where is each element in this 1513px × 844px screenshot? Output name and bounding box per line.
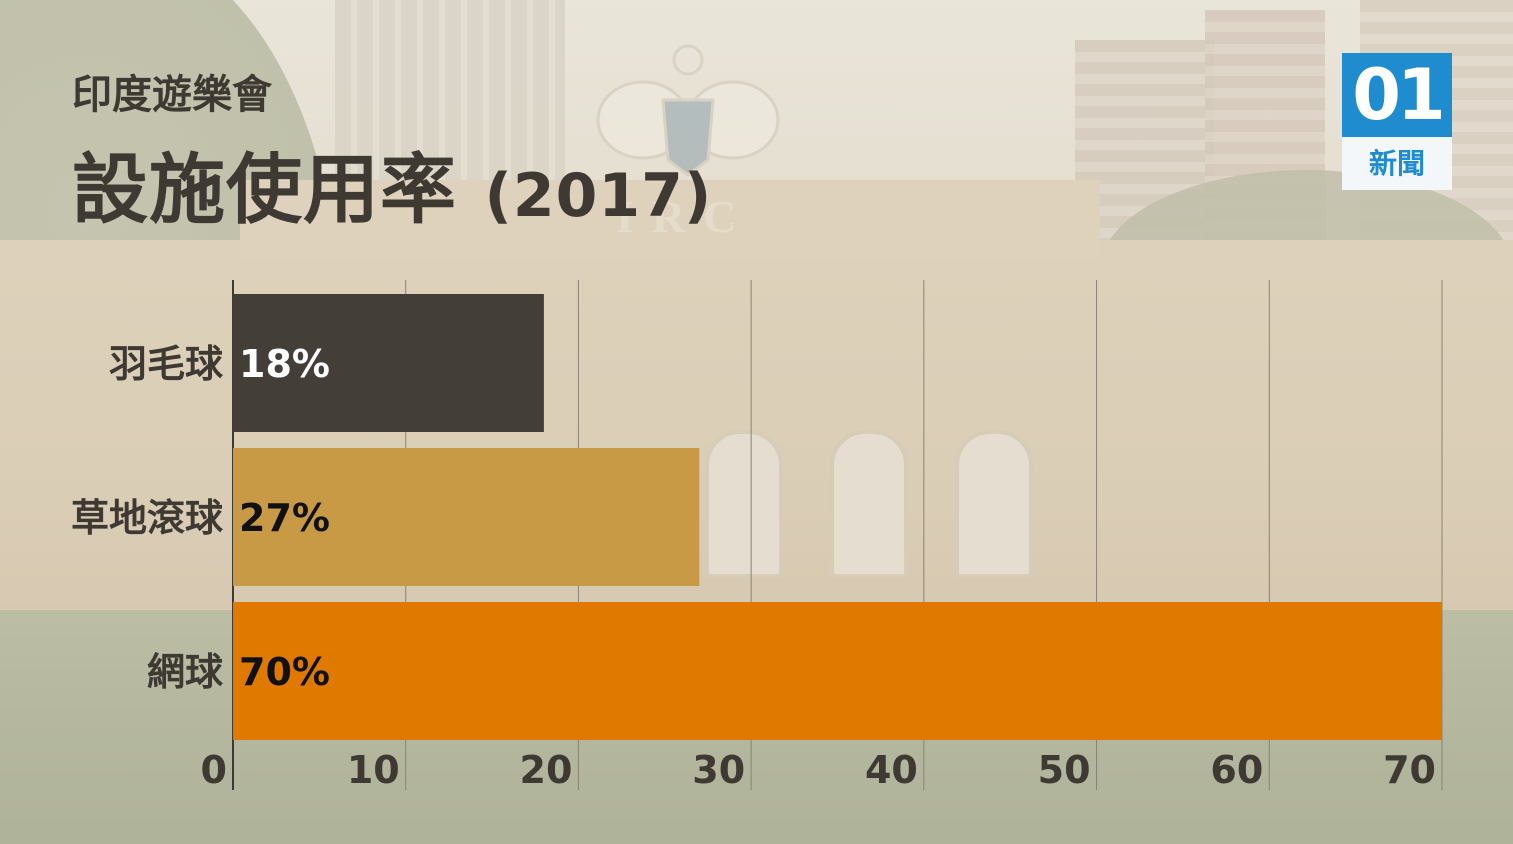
logo-top-block xyxy=(1342,53,1452,137)
tick-label: 10 xyxy=(347,748,400,792)
value-label: 27% xyxy=(239,496,330,540)
club-emblem xyxy=(596,44,780,177)
bar xyxy=(233,448,700,586)
category-label: 羽毛球 xyxy=(109,342,224,386)
tick-label: 60 xyxy=(1210,748,1263,792)
background-window xyxy=(830,430,908,578)
value-label: 18% xyxy=(239,342,330,386)
tick-label: 20 xyxy=(520,748,573,792)
background-window xyxy=(705,430,783,578)
tick-label: 30 xyxy=(692,748,745,792)
category-label: 草地滾球 xyxy=(71,496,224,540)
logo-01-text: 01 xyxy=(1352,54,1445,136)
tick-label: 50 xyxy=(1038,748,1091,792)
subtitle: 印度遊樂會 xyxy=(72,72,272,118)
hk01-logo: 01 新聞 xyxy=(1342,53,1452,190)
bar xyxy=(233,602,1442,740)
background-clubhouse-roof xyxy=(240,180,1100,260)
tick-label: 0 xyxy=(201,748,227,792)
logo-news-text: 新聞 xyxy=(1342,137,1452,190)
background-window xyxy=(955,430,1033,578)
bar xyxy=(233,294,544,432)
background-tower xyxy=(335,0,565,200)
title-year: (2017) xyxy=(484,161,713,231)
value-label: 70% xyxy=(239,650,330,694)
title-text: 設施使用率 xyxy=(72,145,457,234)
page-title: 設施使用率 (2017) xyxy=(72,128,712,238)
tick-label: 40 xyxy=(865,748,918,792)
category-label: 網球 xyxy=(147,650,224,694)
watermark-text: IRC xyxy=(615,191,755,242)
tick-label: 70 xyxy=(1383,748,1436,792)
